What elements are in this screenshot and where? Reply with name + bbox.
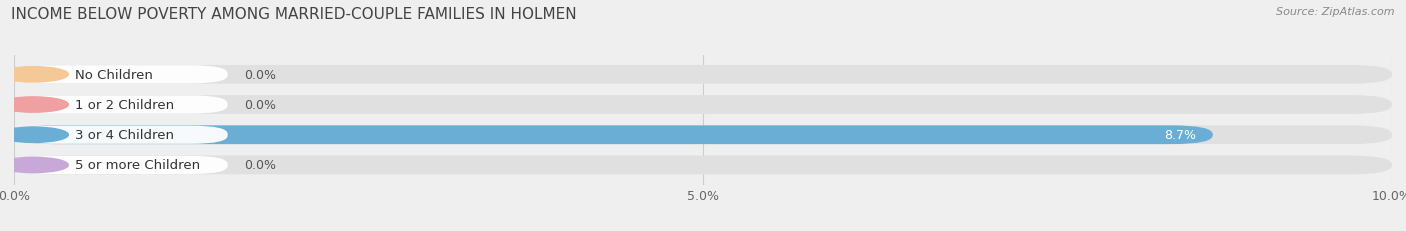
Circle shape xyxy=(0,97,69,113)
Text: INCOME BELOW POVERTY AMONG MARRIED-COUPLE FAMILIES IN HOLMEN: INCOME BELOW POVERTY AMONG MARRIED-COUPL… xyxy=(11,7,576,22)
Text: 0.0%: 0.0% xyxy=(245,159,276,172)
Circle shape xyxy=(0,67,69,83)
FancyBboxPatch shape xyxy=(14,126,228,144)
Text: No Children: No Children xyxy=(76,69,153,82)
Circle shape xyxy=(0,158,69,173)
FancyBboxPatch shape xyxy=(14,126,1392,144)
FancyBboxPatch shape xyxy=(14,156,1392,175)
Text: Source: ZipAtlas.com: Source: ZipAtlas.com xyxy=(1277,7,1395,17)
Text: 3 or 4 Children: 3 or 4 Children xyxy=(76,129,174,142)
FancyBboxPatch shape xyxy=(14,126,1213,144)
FancyBboxPatch shape xyxy=(14,66,1392,84)
Text: 1 or 2 Children: 1 or 2 Children xyxy=(76,99,174,112)
Text: 8.7%: 8.7% xyxy=(1164,129,1197,142)
FancyBboxPatch shape xyxy=(14,66,228,84)
Circle shape xyxy=(0,128,69,143)
Text: 0.0%: 0.0% xyxy=(245,99,276,112)
Text: 0.0%: 0.0% xyxy=(245,69,276,82)
FancyBboxPatch shape xyxy=(14,156,228,174)
Text: 5 or more Children: 5 or more Children xyxy=(76,159,201,172)
FancyBboxPatch shape xyxy=(14,96,228,114)
FancyBboxPatch shape xyxy=(14,96,1392,114)
